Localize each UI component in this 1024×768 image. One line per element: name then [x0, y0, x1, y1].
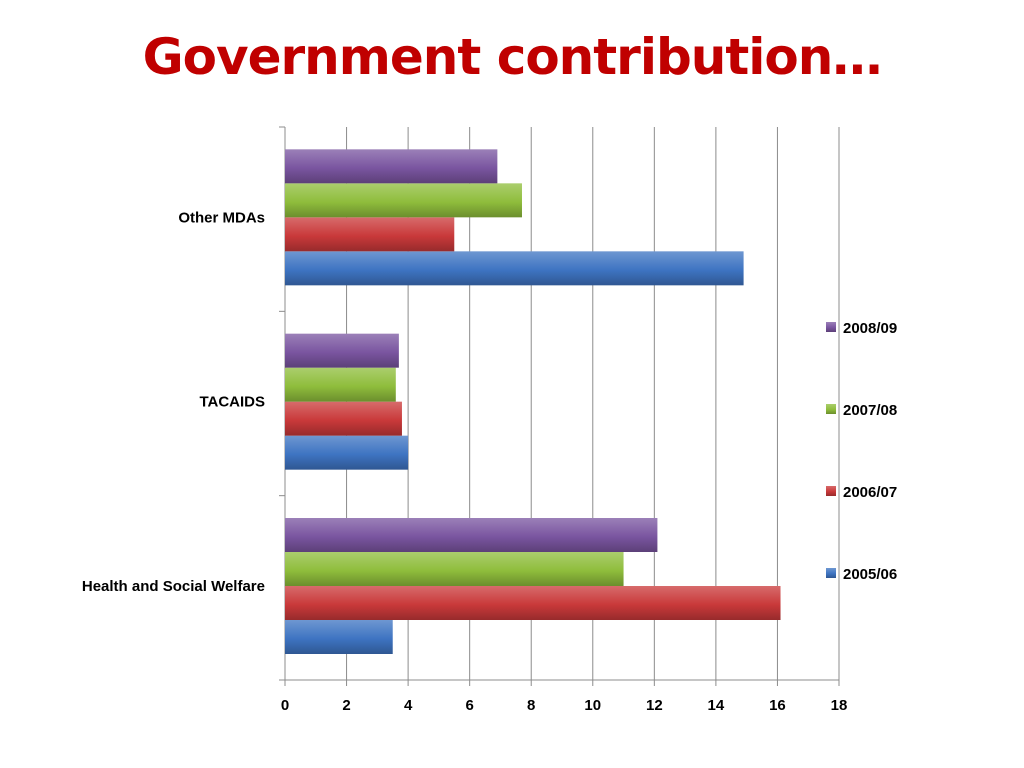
bar-2008-09: [285, 333, 399, 368]
legend-swatch: [826, 486, 836, 496]
x-tick-label: 12: [646, 697, 663, 714]
x-tick-label: 10: [584, 697, 601, 714]
slide-title: Government contribution…: [142, 28, 883, 86]
bars: [285, 149, 781, 654]
legend-swatch: [826, 568, 836, 578]
legend-swatch: [826, 322, 836, 332]
x-tick-label: 6: [465, 697, 473, 714]
legend-label: 2006/07: [843, 484, 897, 501]
legend-label: 2008/09: [843, 320, 897, 337]
x-tick-label: 0: [281, 697, 289, 714]
legend-label: 2005/06: [843, 566, 897, 583]
bar-2006-07: [285, 586, 781, 620]
x-tick-label: 18: [831, 697, 848, 714]
category-labels: Health and Social Welfare TACAIDS Other MD…: [82, 209, 265, 595]
bar-2006-07: [285, 217, 455, 252]
bar-2008-09: [285, 518, 658, 552]
x-tick-label: 14: [708, 697, 725, 714]
bar-2008-09: [285, 149, 498, 184]
bar-2005-06: [285, 251, 744, 286]
x-tick-label: 2: [342, 697, 350, 714]
x-tick-labels: 0 2 4 6 8 10 12 14 16 18: [281, 697, 848, 714]
bar-2007-08: [285, 552, 624, 586]
category-label: Other MDAs: [178, 209, 265, 226]
category-label: Health and Social Welfare: [82, 578, 265, 595]
legend-label: 2007/08: [843, 402, 897, 419]
bar-2005-06: [285, 620, 393, 654]
x-tick-label: 16: [769, 697, 786, 714]
legend: 2008/09 2007/08 2006/07 2005/06: [826, 320, 897, 583]
legend-swatch: [826, 404, 836, 414]
x-tick-label: 4: [404, 697, 413, 714]
bar-2006-07: [285, 401, 402, 436]
x-tick-label: 8: [527, 697, 535, 714]
bar-2005-06: [285, 435, 409, 470]
bar-2007-08: [285, 183, 522, 218]
category-label: TACAIDS: [199, 394, 265, 411]
bar-2007-08: [285, 367, 396, 402]
